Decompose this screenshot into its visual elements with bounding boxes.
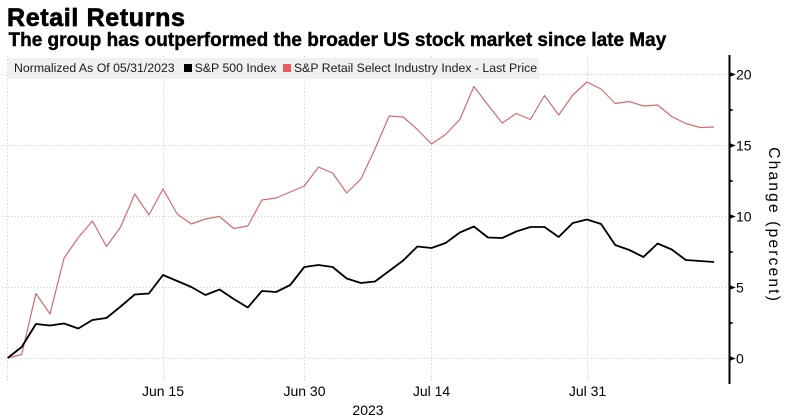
svg-text:Jun 30: Jun 30 [283,383,325,399]
svg-text:2023: 2023 [352,402,383,418]
svg-text:Jul 14: Jul 14 [413,383,451,399]
svg-text:5: 5 [736,280,744,296]
svg-text:Jul 31: Jul 31 [569,383,607,399]
svg-text:10: 10 [736,209,752,225]
svg-text:0: 0 [736,351,744,367]
svg-text:15: 15 [736,138,752,154]
svg-text:Jun 15: Jun 15 [142,383,184,399]
svg-text:Change (percent): Change (percent) [765,147,782,303]
svg-text:20: 20 [736,67,752,83]
